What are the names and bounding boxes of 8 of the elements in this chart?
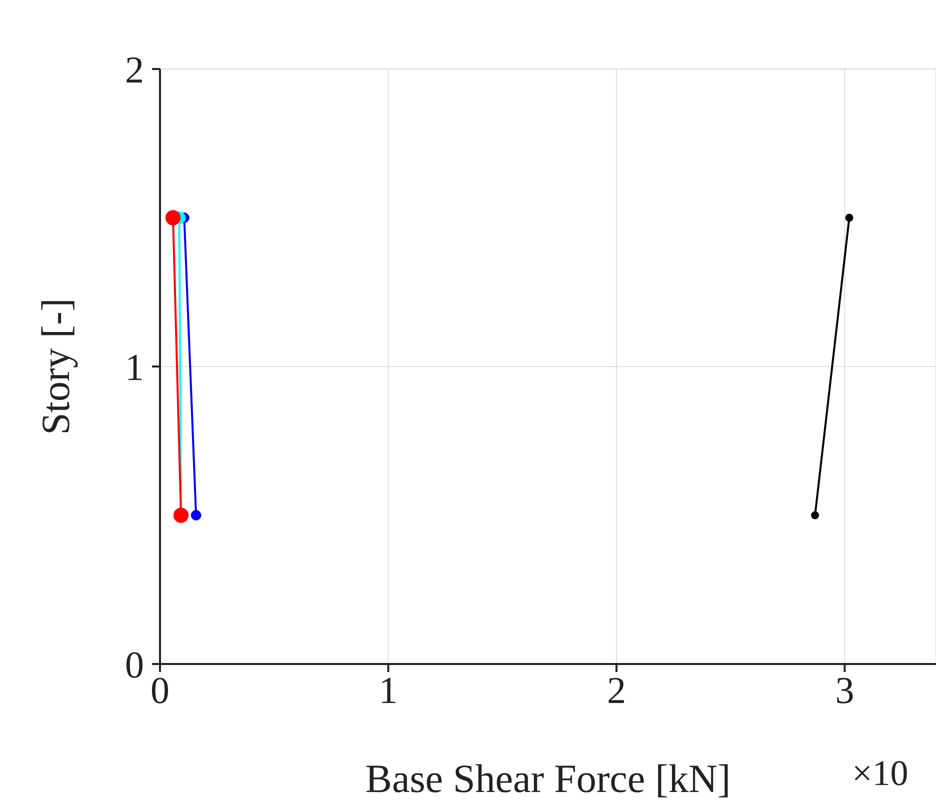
x-tick-label: 3 bbox=[835, 670, 854, 712]
x-axis-title: Base Shear Force [kN] bbox=[365, 756, 731, 800]
y-tick-label: 2 bbox=[125, 49, 144, 92]
y-tick-label: 1 bbox=[125, 346, 144, 389]
x-tick-label: 1 bbox=[378, 670, 398, 712]
x-tick-label: 2 bbox=[606, 670, 626, 712]
y-axis-title: Story [-] bbox=[33, 298, 78, 435]
text: ×10 bbox=[852, 752, 908, 794]
